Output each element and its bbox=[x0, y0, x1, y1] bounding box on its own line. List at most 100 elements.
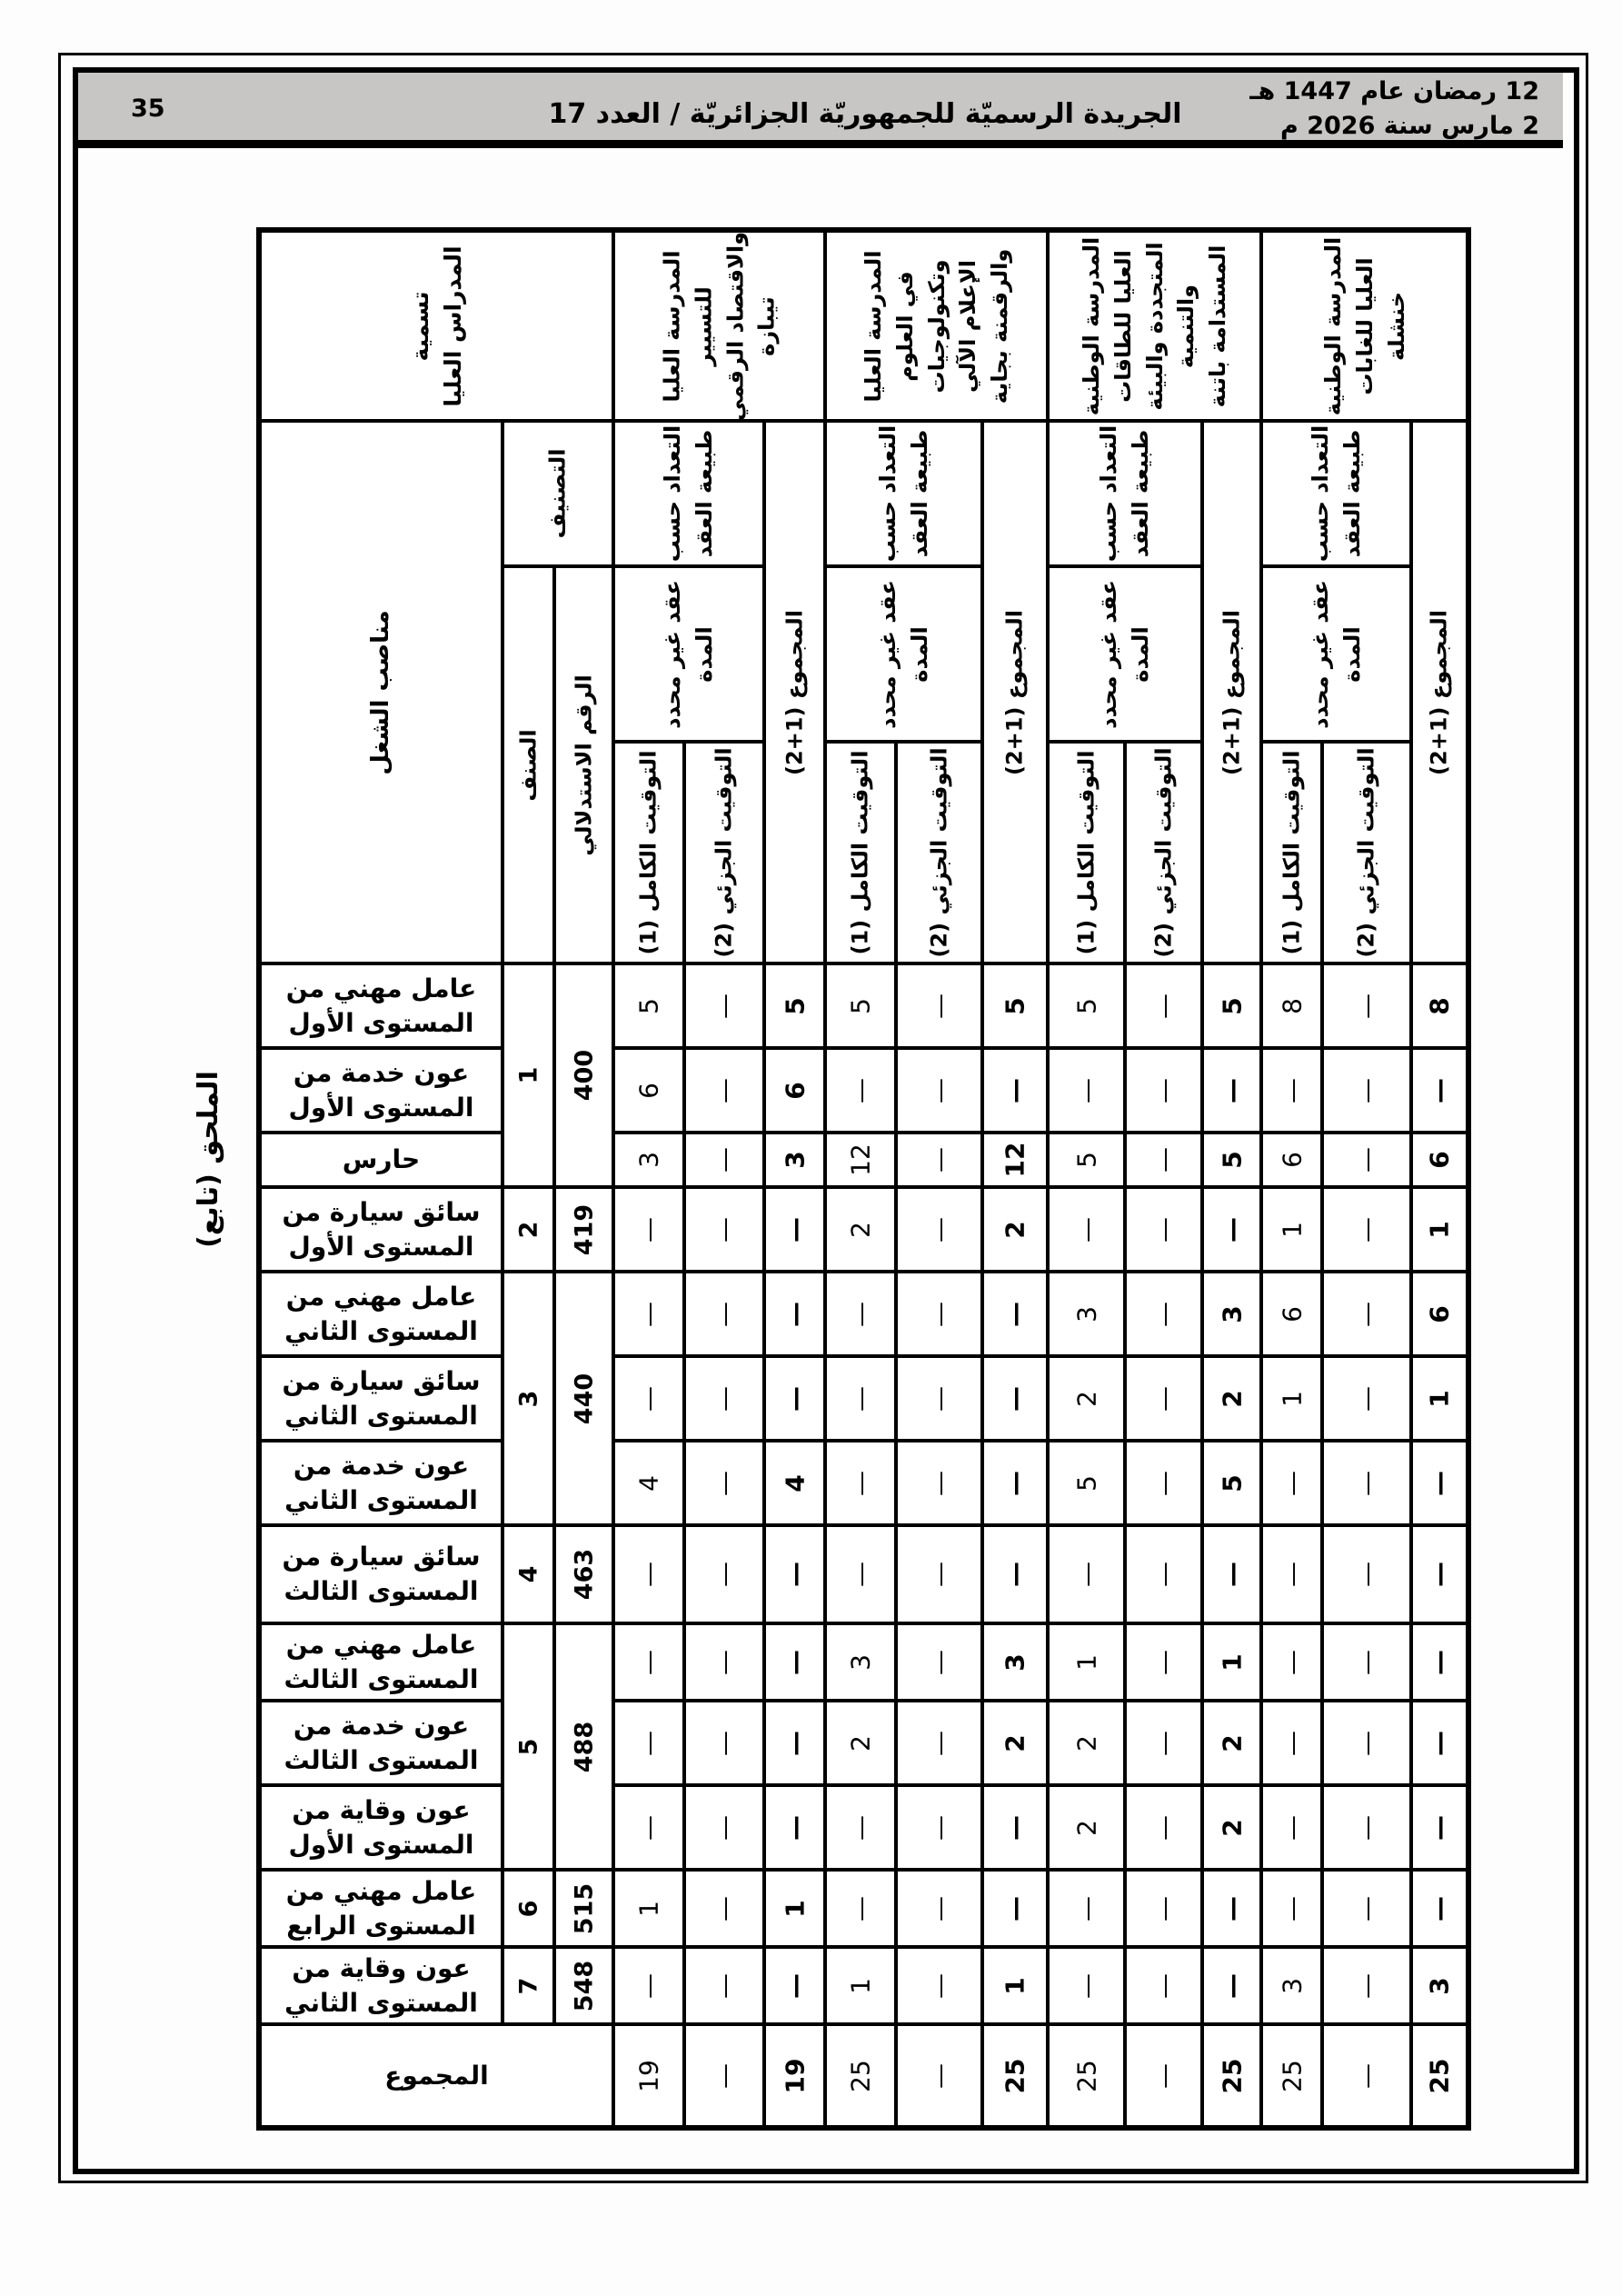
value-cell: 5 bbox=[980, 962, 1050, 1050]
header-classification: التصنيف bbox=[501, 419, 615, 568]
value-cell: 1 bbox=[823, 1945, 898, 2026]
journal-header-band: 35 الجريدة الرسميّة للجمهوريّة الجزائريّ… bbox=[78, 73, 1563, 148]
value-cell: 2 bbox=[1046, 1699, 1127, 1787]
value-cell: — bbox=[682, 1523, 766, 1625]
value-cell: 6 bbox=[762, 1046, 827, 1134]
value-cell: — bbox=[682, 1354, 766, 1442]
value-cell: — bbox=[1259, 1783, 1324, 1872]
value-cell: — bbox=[1259, 1523, 1324, 1625]
value-cell: — bbox=[1123, 1131, 1204, 1189]
header-full-time: التوقيت الكامل (1) bbox=[823, 740, 898, 965]
job-title-cell: سائق سيارة من المستوى الثاني bbox=[257, 1354, 504, 1442]
header-full-time: التوقيت الكامل (1) bbox=[1259, 740, 1324, 965]
value-cell: — bbox=[1320, 1131, 1413, 1189]
table-row: عامل مهني من المستوى الثاني 3 440 — — — … bbox=[257, 1270, 1470, 1527]
header-contract: عقد غير محدد المدة bbox=[612, 564, 766, 744]
value-cell: — bbox=[1320, 1783, 1413, 1872]
value-cell: 1 bbox=[1409, 1354, 1470, 1442]
value-cell: — bbox=[1123, 1945, 1204, 2026]
value-cell: — bbox=[1320, 1523, 1413, 1625]
table-row: عون خدمة من المستوى الثاني 4 — 4 — — — 5… bbox=[257, 1439, 1470, 1527]
header-total: المجموع (1+2) bbox=[980, 419, 1050, 965]
value-cell: — bbox=[980, 1354, 1050, 1442]
value-cell: — bbox=[762, 1270, 827, 1358]
table-row: عون خدمة من المستوى الثالث — — — 2 — 2 2… bbox=[257, 1699, 1470, 1787]
value-cell: 2 bbox=[980, 1185, 1050, 1273]
value-cell: — bbox=[1200, 1868, 1263, 1949]
value-cell: — bbox=[823, 1270, 898, 1358]
job-title-cell: عامل مهني من المستوى الثاني bbox=[257, 1270, 504, 1358]
index-number-cell: 548 bbox=[552, 1945, 615, 2026]
value-cell: — bbox=[1320, 1354, 1413, 1442]
value-cell: 5 bbox=[1046, 962, 1127, 1050]
total-value-cell: 19 bbox=[612, 2022, 686, 2130]
value-cell: 5 bbox=[1200, 1439, 1263, 1527]
table-row: سائق سيارة من المستوى الأول 2 419 — — — … bbox=[257, 1185, 1470, 1273]
table-row: عون خدمة من المستوى الأول 6 — 6 — — — — … bbox=[257, 1046, 1470, 1134]
value-cell: 5 bbox=[1200, 962, 1263, 1050]
total-row: المجموع 19 — 19 25 — 25 25 — 25 25 — 25 bbox=[257, 2022, 1470, 2130]
value-cell: — bbox=[894, 1439, 984, 1527]
value-cell: — bbox=[1409, 1868, 1470, 1949]
value-cell: — bbox=[894, 1622, 984, 1702]
value-cell: — bbox=[823, 1868, 898, 1949]
value-cell: — bbox=[980, 1868, 1050, 1949]
value-cell: — bbox=[682, 962, 766, 1050]
value-cell: — bbox=[1200, 1523, 1263, 1625]
value-cell: — bbox=[1123, 962, 1204, 1050]
value-cell: — bbox=[682, 1046, 766, 1134]
value-cell: 2 bbox=[1046, 1783, 1127, 1872]
value-cell: 5 bbox=[823, 962, 898, 1050]
value-cell: — bbox=[682, 1783, 766, 1872]
value-cell: — bbox=[1123, 1868, 1204, 1949]
value-cell: — bbox=[1320, 962, 1413, 1050]
value-cell: — bbox=[1320, 1699, 1413, 1787]
value-cell: 3 bbox=[762, 1131, 827, 1189]
value-cell: — bbox=[762, 1783, 827, 1872]
header-contract: عقد غير محدد المدة bbox=[823, 564, 984, 744]
value-cell: — bbox=[762, 1523, 827, 1625]
value-cell: — bbox=[894, 1131, 984, 1189]
value-cell: 5 bbox=[1046, 1439, 1127, 1527]
total-value-cell: 25 bbox=[1200, 2022, 1263, 2130]
header-category: الصنف bbox=[501, 564, 556, 965]
value-cell: 3 bbox=[1046, 1270, 1127, 1358]
value-cell: 1 bbox=[980, 1945, 1050, 2026]
value-cell: — bbox=[823, 1523, 898, 1625]
value-cell: — bbox=[762, 1622, 827, 1702]
category-cell: 1 bbox=[501, 962, 556, 1189]
header-part-time: التوقيت الجزئي (2) bbox=[1320, 740, 1413, 965]
value-cell: 3 bbox=[823, 1622, 898, 1702]
value-cell: — bbox=[612, 1185, 686, 1273]
value-cell: 3 bbox=[1409, 1945, 1470, 2026]
value-cell: — bbox=[682, 1699, 766, 1787]
table-row: عامل مهني من المستوى الثالث 5 488 — — — … bbox=[257, 1622, 1470, 1872]
index-number-cell: 515 bbox=[552, 1868, 615, 1949]
total-value-cell: — bbox=[894, 2022, 984, 2130]
value-cell: 6 bbox=[1409, 1270, 1470, 1358]
value-cell: — bbox=[980, 1046, 1050, 1134]
index-number-cell: 463 bbox=[552, 1523, 615, 1625]
header-total: المجموع (1+2) bbox=[1409, 419, 1470, 965]
total-value-cell: 19 bbox=[762, 2022, 827, 2130]
value-cell: — bbox=[1409, 1439, 1470, 1527]
category-cell: 3 bbox=[501, 1270, 556, 1527]
header-school-bejaia: المدرسة العليا في العلوم وتكنولوجيات الإ… bbox=[823, 228, 1050, 423]
value-cell: — bbox=[1409, 1783, 1470, 1872]
page-frame-outer bbox=[58, 53, 1588, 2183]
value-cell: — bbox=[1409, 1622, 1470, 1702]
job-title-cell: عامل مهني من المستوى الأول bbox=[257, 962, 504, 1050]
total-value-cell: 25 bbox=[1046, 2022, 1127, 2130]
value-cell: — bbox=[1259, 1699, 1324, 1787]
header-row-headcount: مناصب الشغل التصنيف التعداد حسب طبيعة ال… bbox=[257, 419, 1470, 965]
page-frame-inner bbox=[73, 67, 1579, 2174]
header-headcount: التعداد حسب طبيعة العقد bbox=[612, 419, 766, 568]
value-cell: — bbox=[1046, 1185, 1127, 1273]
journal-title: الجريدة الرسميّة للجمهوريّة الجزائريّة /… bbox=[548, 98, 1182, 130]
table-row: حارس 3 — 3 12 — 12 5 — 5 6 — 6 bbox=[257, 1131, 1470, 1189]
value-cell: 1 bbox=[762, 1868, 827, 1949]
category-cell: 7 bbox=[501, 1945, 556, 2026]
value-cell: — bbox=[1123, 1622, 1204, 1702]
table-row: سائق سيارة من المستوى الثاني — — — — — —… bbox=[257, 1354, 1470, 1442]
